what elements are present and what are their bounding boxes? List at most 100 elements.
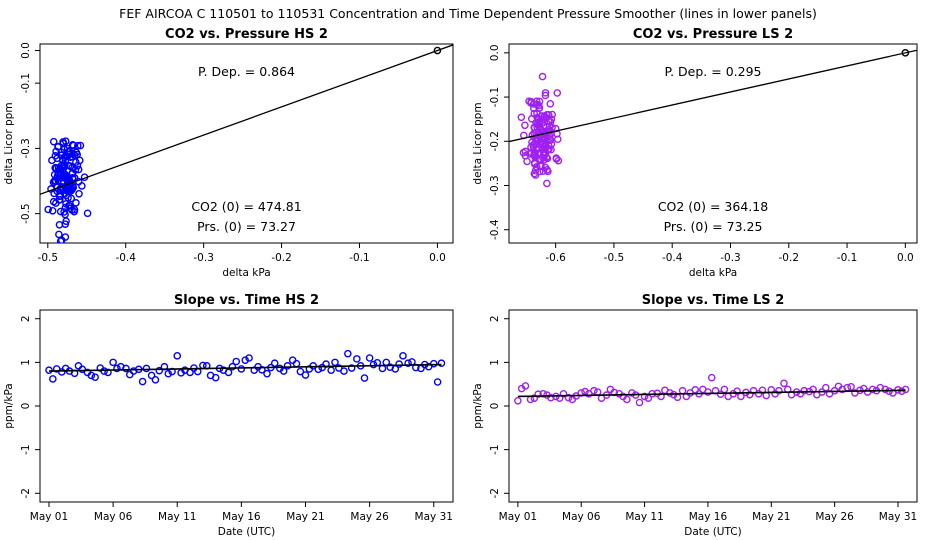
data-point [340,367,348,375]
data-layer [45,349,446,386]
panel-ls-top: CO2 vs. Pressure LS 2 -0.6 -0.5 -0.4 -0.3 -0.… [472,27,918,279]
panels: CO2 vs. Pressure HS 2 -0.5 -0.4 -0.3 -0.2 -0.… [3,27,918,538]
data-point [83,209,92,218]
panel-title: Slope vs. Time HS 2 [174,293,319,308]
data-point [72,199,80,207]
data-point [69,141,78,150]
panel-hs-bottom: Slope vs. Time HS 2 May 01 May 06 May 11 May… [3,293,454,538]
data-point [691,386,700,394]
y-axis-label: ppm/kPa [472,383,484,428]
data-point [237,365,246,373]
y-tick-label: -0.4 [489,219,501,240]
data-point [541,89,550,97]
data-point [54,143,62,151]
data-point [395,360,403,368]
data-point [45,366,53,375]
data-point [517,113,526,122]
x-tick-label: May 06 [94,511,133,523]
data-point [657,392,665,401]
data-point [539,389,548,398]
data-point [109,358,117,367]
data-point [55,230,63,239]
data-point [258,365,266,374]
data-point [539,154,547,162]
x-tick-label: May 31 [415,511,453,523]
data-point [56,195,64,204]
data-point [533,140,541,148]
data-point [57,148,66,156]
origin-point [433,46,442,55]
data-point [521,382,530,390]
data-point [404,359,412,368]
data-point [704,388,712,396]
data-point [640,392,649,401]
data-point [534,390,542,399]
data-point [353,355,361,363]
annotation-p-dep: P. Dep. = 0.864 [198,64,295,79]
data-point [369,360,378,369]
data-point [51,163,60,172]
data-point [543,179,551,188]
x-tick-label: -0.2 [271,252,292,264]
data-layer [509,49,917,188]
x-tick-label: -0.4 [662,252,683,264]
y-tick-label: 1 [489,359,501,366]
data-point [521,121,529,130]
data-point [151,376,160,384]
y-tick-label: -0.1 [489,87,501,108]
annotation-prs-0: Prs. (0) = 73.25 [664,219,763,234]
data-point [74,165,83,174]
data-point [526,395,535,404]
y-tick-label: 0.0 [20,42,32,59]
data-point [821,383,830,392]
panel-title: Slope vs. Time LS 2 [642,293,785,308]
data-point [800,386,809,395]
data-point [590,386,598,395]
y-axis-label: delta Licor ppm [3,102,15,184]
x-tick-label: May 16 [689,511,728,523]
data-point [554,156,563,165]
annotation-p-dep: P. Dep. = 0.295 [665,64,762,79]
data-point [44,205,53,214]
annotation-co2-0: CO2 (0) = 474.81 [191,199,301,214]
y-tick-label: 2 [20,315,32,322]
data-point [881,385,890,394]
data-point [49,137,58,146]
data-point [155,366,164,375]
data-point [720,385,729,394]
x-tick-label: 0.0 [429,252,446,264]
data-point [211,373,220,382]
x-tick-label: 0.0 [897,252,914,264]
data-point [100,367,108,375]
data-point [48,206,57,215]
data-layer [514,373,910,407]
data-point [521,147,530,156]
y-tick-label: 0 [20,403,32,410]
annotation-co2-0: CO2 (0) = 364.18 [658,199,768,214]
x-tick-label: -0.2 [779,252,800,264]
data-point [296,367,305,376]
data-point [232,357,241,366]
data-point [534,115,543,123]
data-point [399,352,407,360]
x-tick-label: -0.1 [349,252,370,264]
data-point [365,354,374,362]
y-tick-label: -2 [489,488,501,498]
data-point [331,358,339,367]
plot-frame [39,309,454,503]
data-point [104,368,112,377]
data-point [263,369,271,378]
data-point [58,368,66,376]
data-point [429,359,438,368]
data-point [666,389,674,397]
data-point [122,364,130,373]
data-point [437,359,446,368]
x-axis-label: Date (UTC) [218,526,275,538]
data-point [733,387,741,395]
data-point [546,100,555,108]
data-point [535,104,544,112]
data-point [56,237,65,243]
data-point [535,155,544,163]
y-axis-label: ppm/kPa [3,383,15,428]
